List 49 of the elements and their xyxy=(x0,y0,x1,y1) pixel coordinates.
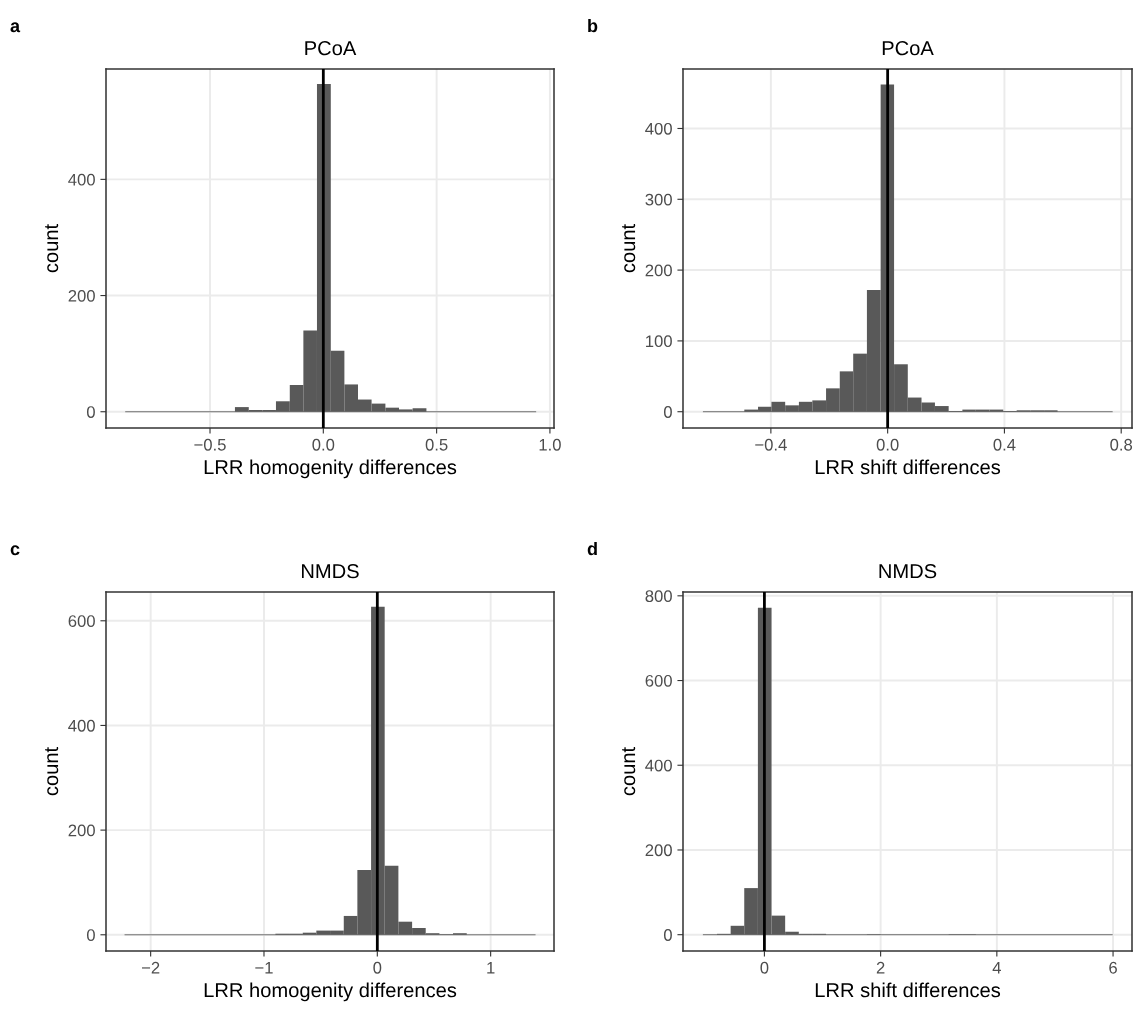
chart-title: NMDS xyxy=(302,564,359,579)
y-tick-label: 800 xyxy=(645,590,672,603)
y-tick-label: 400 xyxy=(645,122,672,135)
x-tick-label: 0.0 xyxy=(876,438,899,451)
text: d xyxy=(587,542,597,556)
x-tick-label: −0.4 xyxy=(755,438,787,451)
text: c xyxy=(10,545,20,556)
y-tick-label: 200 xyxy=(645,264,672,277)
y-tick-label: 0 xyxy=(86,406,95,418)
x-tick-label: 2 xyxy=(876,961,885,974)
chart-title: PCoA xyxy=(305,41,357,56)
x-tick-label: 0.8 xyxy=(1110,438,1133,451)
y-tick-label: 300 xyxy=(645,193,672,206)
y-tick-label: 600 xyxy=(68,615,95,627)
x-tick-label: 1 xyxy=(487,962,495,974)
x-axis-title: LRR homogenity differences xyxy=(204,459,457,479)
y-tick-label: 0 xyxy=(86,929,95,941)
y-tick-label: 400 xyxy=(68,173,95,186)
x-tick-label: 0 xyxy=(373,961,382,974)
y-tick-label: 0 xyxy=(663,406,672,418)
x-tick-label: 0.4 xyxy=(993,438,1016,451)
x-tick-label: −2 xyxy=(141,961,160,974)
chart-title: NMDS xyxy=(879,564,937,579)
y-tick-label: 100 xyxy=(646,335,672,348)
x-axis-title: LRR shift differences xyxy=(815,459,1001,475)
y-tick-label: 200 xyxy=(68,824,95,837)
x-tick-label: 0 xyxy=(760,961,769,974)
x-tick-label: 4 xyxy=(992,962,1001,974)
x-tick-label: −0.5 xyxy=(194,438,226,451)
x-tick-label: 0.5 xyxy=(425,438,448,451)
text: b xyxy=(588,19,598,33)
x-tick-label: 1.0 xyxy=(539,438,561,451)
x-axis-title: LRR shift differences xyxy=(815,982,1001,998)
y-axis-title: count xyxy=(45,224,59,273)
y-tick-label: 400 xyxy=(68,719,95,732)
y-axis-title: count xyxy=(622,747,636,796)
x-tick-label: 6 xyxy=(1109,961,1117,974)
y-axis-title: count xyxy=(45,747,59,796)
y-axis-title: count xyxy=(622,224,636,273)
y-tick-label: 0 xyxy=(663,929,672,941)
chart-title: PCoA xyxy=(882,41,934,56)
x-axis-title: LRR homogenity differences xyxy=(204,982,457,1002)
text: a xyxy=(10,22,21,33)
y-tick-label: 400 xyxy=(645,759,672,772)
x-tick-label: −1 xyxy=(255,962,273,974)
y-tick-label: 600 xyxy=(645,674,672,687)
x-tick-label: 0.0 xyxy=(312,438,335,451)
y-tick-label: 200 xyxy=(68,289,95,302)
y-tick-label: 200 xyxy=(645,844,672,857)
